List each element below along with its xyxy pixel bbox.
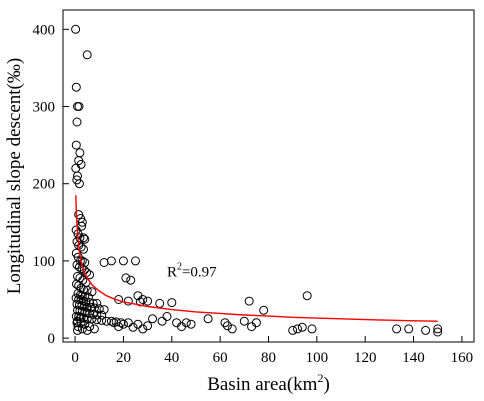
data-point bbox=[97, 310, 107, 320]
data-point bbox=[222, 321, 232, 331]
data-point bbox=[392, 324, 402, 334]
data-point bbox=[293, 324, 302, 334]
data-point bbox=[99, 305, 109, 315]
data-point bbox=[239, 316, 249, 326]
data-point bbox=[220, 318, 230, 328]
data-point bbox=[77, 324, 87, 334]
data-point bbox=[302, 291, 312, 301]
data-point bbox=[71, 82, 81, 92]
data-point bbox=[92, 315, 102, 325]
data-point bbox=[138, 324, 148, 334]
y-tick-label: 400 bbox=[33, 22, 56, 38]
x-axis-ticks: 0 20 40 60 80 100 120 140 160 bbox=[71, 336, 473, 366]
x-axis-title-close: ) bbox=[323, 374, 329, 395]
data-point bbox=[102, 316, 111, 326]
data-point bbox=[74, 102, 84, 111]
x-tick-label: 160 bbox=[451, 350, 474, 366]
data-point bbox=[82, 285, 92, 295]
x-tick-label: 0 bbox=[71, 350, 79, 366]
data-point bbox=[79, 233, 88, 243]
data-point bbox=[76, 242, 86, 252]
r-squared-annotation: R2=0.97 bbox=[167, 261, 217, 280]
data-point bbox=[94, 304, 104, 314]
data-point bbox=[162, 312, 172, 321]
y-axis-title: Longitudinal slope descent(‰) bbox=[4, 58, 25, 294]
data-point bbox=[143, 296, 153, 306]
data-point bbox=[72, 117, 82, 127]
data-point bbox=[71, 163, 81, 173]
data-point bbox=[123, 318, 133, 328]
x-tick-label: 100 bbox=[306, 350, 329, 366]
data-point bbox=[138, 295, 148, 304]
data-point bbox=[106, 316, 116, 326]
data-point bbox=[157, 316, 167, 326]
data-point bbox=[77, 217, 87, 227]
x-tick-label: 60 bbox=[213, 350, 228, 366]
data-point bbox=[167, 298, 177, 308]
data-point bbox=[131, 256, 140, 266]
data-point bbox=[72, 175, 82, 185]
data-point bbox=[404, 324, 414, 334]
scatter-points bbox=[71, 24, 443, 337]
data-point bbox=[74, 262, 84, 272]
data-point bbox=[126, 275, 136, 285]
data-point bbox=[135, 297, 145, 307]
data-point bbox=[97, 315, 107, 325]
y-axis-ticks: 0 100 200 300 400 bbox=[33, 22, 69, 347]
y-tick-label: 0 bbox=[48, 331, 56, 347]
data-point bbox=[227, 324, 237, 334]
data-point bbox=[75, 314, 85, 324]
r-squared-prefix: R bbox=[167, 264, 177, 280]
data-point bbox=[143, 321, 153, 331]
x-tick-label: 40 bbox=[164, 350, 179, 366]
data-point bbox=[114, 322, 124, 332]
r-squared-superscript: 2 bbox=[177, 261, 182, 272]
data-point bbox=[85, 308, 95, 318]
data-point bbox=[251, 318, 261, 328]
data-point bbox=[73, 325, 82, 335]
x-axis-title: Basin area(km2) bbox=[207, 371, 330, 395]
fit-curve bbox=[75, 195, 438, 322]
data-point bbox=[118, 256, 128, 266]
plot-frame bbox=[62, 9, 475, 343]
data-point bbox=[75, 148, 85, 158]
y-tick-label: 300 bbox=[33, 100, 56, 116]
data-point bbox=[433, 327, 443, 337]
data-point bbox=[71, 24, 81, 34]
data-point bbox=[89, 324, 99, 334]
data-point bbox=[71, 140, 81, 150]
data-point bbox=[128, 322, 138, 332]
data-point bbox=[297, 322, 307, 332]
data-point bbox=[259, 305, 269, 315]
r-squared-value: =0.97 bbox=[182, 264, 217, 280]
data-point bbox=[186, 319, 196, 329]
data-point bbox=[123, 296, 133, 306]
data-point bbox=[155, 298, 165, 308]
x-axis-title-superscript: 2 bbox=[317, 371, 323, 385]
data-point bbox=[433, 324, 443, 334]
data-point bbox=[181, 318, 191, 328]
data-point bbox=[244, 296, 254, 306]
data-point bbox=[79, 265, 89, 275]
data-point bbox=[106, 256, 116, 266]
x-axis-title-text: Basin area(km bbox=[207, 374, 317, 395]
data-point bbox=[307, 324, 317, 334]
data-point bbox=[99, 258, 109, 267]
data-point bbox=[118, 319, 128, 329]
data-point bbox=[82, 325, 92, 335]
data-point bbox=[288, 325, 298, 335]
x-tick-label: 140 bbox=[402, 350, 425, 366]
data-point bbox=[421, 325, 431, 335]
x-tick-label: 120 bbox=[354, 350, 377, 366]
y-tick-label: 200 bbox=[33, 177, 56, 193]
data-point bbox=[133, 319, 143, 329]
x-tick-label: 20 bbox=[116, 350, 131, 366]
y-tick-label: 100 bbox=[33, 254, 56, 270]
data-point bbox=[121, 273, 131, 283]
data-point bbox=[148, 314, 157, 324]
data-point bbox=[82, 50, 92, 60]
x-tick-label: 80 bbox=[261, 350, 276, 366]
data-point bbox=[203, 314, 213, 324]
